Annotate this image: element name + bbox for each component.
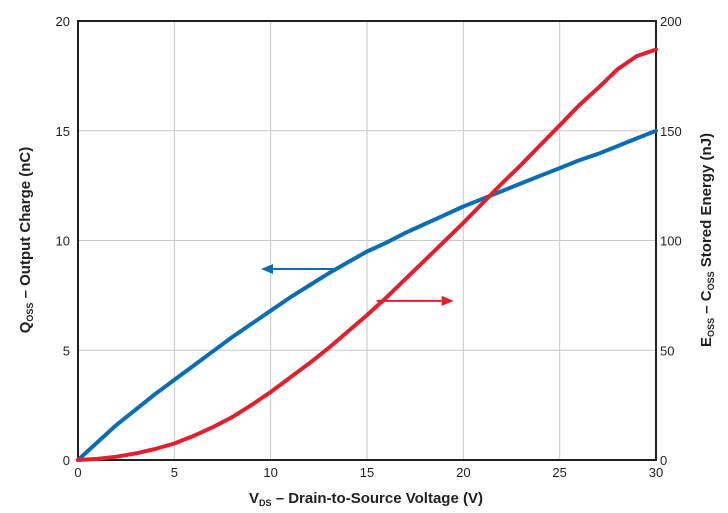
left-y-axis-title: QOSS – Output Charge (nC) <box>17 147 35 334</box>
right-y-tick-label: 200 <box>660 14 682 29</box>
right-y-tick-label: 100 <box>660 234 682 249</box>
x-axis-title-main: V <box>249 490 259 507</box>
right-y-axis-title-main: E <box>698 337 715 347</box>
right-y-axis-title: EOSS – COSS Stored Energy (nJ) <box>698 133 716 347</box>
left-y-tick-label: 5 <box>63 343 70 358</box>
right-y-axis-title-mid: – C <box>698 290 715 318</box>
left-y-axis-title-rest: – Output Charge (nC) <box>17 147 34 303</box>
right-y-tick-labels: 0 50 100 150 200 <box>660 14 682 468</box>
right-y-tick-label: 150 <box>660 124 682 139</box>
annotation-arrow-head <box>441 295 454 306</box>
right-y-axis-title-sub: OSS <box>706 318 716 337</box>
x-tick-labels: 0 5 10 15 20 25 30 <box>74 465 663 480</box>
x-tick-label: 30 <box>649 465 663 480</box>
annotation-arrows <box>261 264 454 306</box>
right-y-tick-label: 0 <box>660 453 667 468</box>
x-axis-title: VDS – Drain-to-Source Voltage (V) <box>249 490 483 508</box>
x-axis-title-sub: DS <box>259 498 272 508</box>
plot-frame <box>77 20 657 461</box>
annotation-arrow-head <box>261 264 274 275</box>
energy-series-line <box>76 47 658 462</box>
left-y-tick-labels: 0 5 10 15 20 <box>56 14 70 468</box>
right-y-axis-title-sub2: OSS <box>706 271 716 290</box>
grid <box>77 20 657 461</box>
left-y-tick-label: 0 <box>63 453 70 468</box>
left-y-tick-label: 20 <box>56 14 70 29</box>
x-tick-label: 25 <box>552 465 566 480</box>
left-y-tick-label: 10 <box>56 234 70 249</box>
charge-series-line <box>76 128 658 462</box>
left-y-axis-title-main: Q <box>17 321 34 333</box>
right-y-axis-title-rest: Stored Energy (nJ) <box>698 133 715 271</box>
x-tick-label: 15 <box>360 465 374 480</box>
right-y-tick-label: 50 <box>660 343 674 358</box>
x-tick-label: 20 <box>456 465 470 480</box>
left-y-tick-label: 15 <box>56 124 70 139</box>
left-y-axis-title-sub: OSS <box>25 303 35 322</box>
x-tick-label: 5 <box>171 465 178 480</box>
series-group <box>76 47 658 462</box>
x-axis-title-rest: – Drain-to-Source Voltage (V) <box>272 490 483 507</box>
x-tick-label: 0 <box>74 465 81 480</box>
x-tick-label: 10 <box>263 465 277 480</box>
